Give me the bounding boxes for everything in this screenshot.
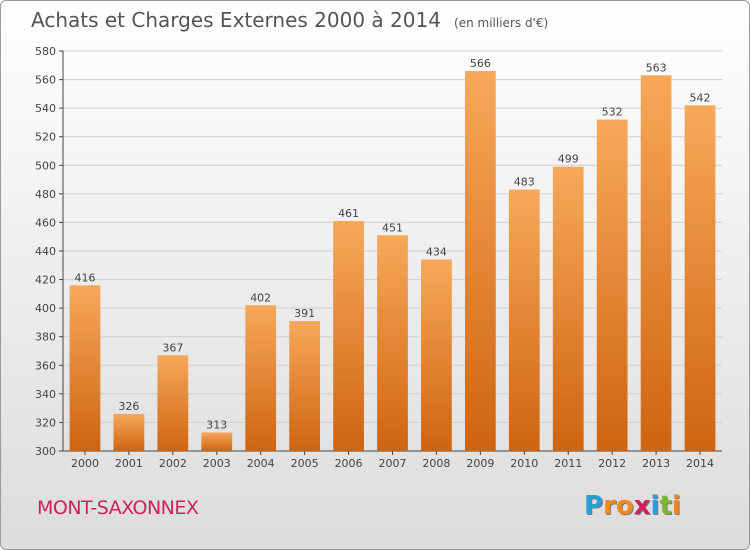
commune-name: MONT-SAXONNEX: [37, 497, 199, 519]
value-label-2008: 434: [426, 246, 447, 259]
y-tick-label: 580: [35, 45, 56, 58]
y-tick-label: 560: [35, 74, 56, 87]
value-label-2000: 416: [74, 271, 95, 284]
bar-2007: [377, 235, 408, 451]
logo-letter: t: [659, 491, 672, 521]
value-label-2006: 461: [338, 207, 359, 220]
y-tick-label: 420: [35, 274, 56, 287]
logo-letter: i: [650, 491, 660, 521]
bar-2001: [113, 413, 145, 451]
y-tick-label: 320: [35, 416, 56, 429]
x-tick-label-2012: 2012: [598, 457, 626, 470]
bar-2002: [157, 355, 189, 451]
x-tick-label-2013: 2013: [642, 457, 670, 470]
x-tick-label-2011: 2011: [554, 457, 582, 470]
y-tick-label: 500: [35, 159, 56, 172]
bar-2005: [289, 321, 321, 451]
x-tick-label-2003: 2003: [203, 457, 231, 470]
logo-letter: o: [615, 491, 634, 521]
y-tick-label: 380: [35, 331, 56, 344]
chart-subtitle: (en milliers d'€): [454, 16, 549, 30]
x-tick-label-2004: 2004: [247, 457, 275, 470]
bar-2003: [201, 432, 233, 451]
value-label-2002: 367: [162, 341, 183, 354]
logo-letter: P: [584, 491, 604, 521]
x-tick-label-2006: 2006: [335, 457, 363, 470]
x-tick-label-2010: 2010: [510, 457, 538, 470]
bar-2012: [596, 119, 628, 452]
value-label-2003: 313: [206, 418, 227, 431]
y-tick-label: 480: [35, 188, 56, 201]
x-tick-label-2009: 2009: [466, 457, 494, 470]
bar-2010: [508, 189, 540, 452]
y-tick-label: 520: [35, 131, 56, 144]
value-label-2012: 532: [602, 106, 623, 119]
y-tick-label: 400: [35, 302, 56, 315]
y-tick-label: 340: [35, 388, 56, 401]
x-tick-label-2005: 2005: [291, 457, 319, 470]
value-label-2009: 566: [470, 57, 491, 70]
bar-2008: [421, 259, 452, 451]
value-labels: 416 326 367 313 402 391 461 451 434 566 483 499 532 5…: [74, 57, 710, 431]
bars: [69, 71, 716, 452]
bar-2000: [69, 285, 101, 451]
logo-letter: r: [603, 491, 616, 521]
y-tick-label: 300: [35, 445, 56, 458]
y-tick-label: 540: [35, 102, 56, 115]
bar-2014: [684, 105, 716, 452]
x-tick-label-2014: 2014: [686, 457, 714, 470]
x-tick-label-2002: 2002: [159, 457, 187, 470]
logo-letter: i: [671, 491, 681, 521]
value-label-2014: 542: [690, 91, 711, 104]
x-tick-label-2000: 2000: [71, 457, 99, 470]
y-tick-label: 460: [35, 216, 56, 229]
bar-2006: [333, 221, 364, 451]
bar-2013: [640, 75, 672, 452]
value-label-2011: 499: [558, 153, 579, 166]
value-label-2007: 451: [382, 221, 403, 234]
value-label-2010: 483: [514, 176, 535, 189]
value-label-2001: 326: [118, 400, 139, 413]
value-label-2013: 563: [646, 61, 667, 74]
y-tick-label: 440: [35, 245, 56, 258]
proxiti-logo: Proxiti: [584, 491, 681, 521]
x-tick-label-2007: 2007: [379, 457, 407, 470]
bar-2011: [552, 166, 584, 451]
chart-title: Achats et Charges Externes 2000 à 2014: [31, 8, 441, 32]
y-tick-label: 360: [35, 359, 56, 372]
bar-2004: [245, 305, 277, 451]
chart-title-block: Achats et Charges Externes 2000 à 2014 (…: [31, 8, 548, 32]
x-tick-label-2001: 2001: [115, 457, 143, 470]
value-label-2004: 402: [250, 291, 271, 304]
bar-2009: [464, 71, 496, 451]
x-tick-label-2008: 2008: [422, 457, 450, 470]
logo-letter: x: [633, 491, 651, 521]
value-label-2005: 391: [294, 307, 315, 320]
